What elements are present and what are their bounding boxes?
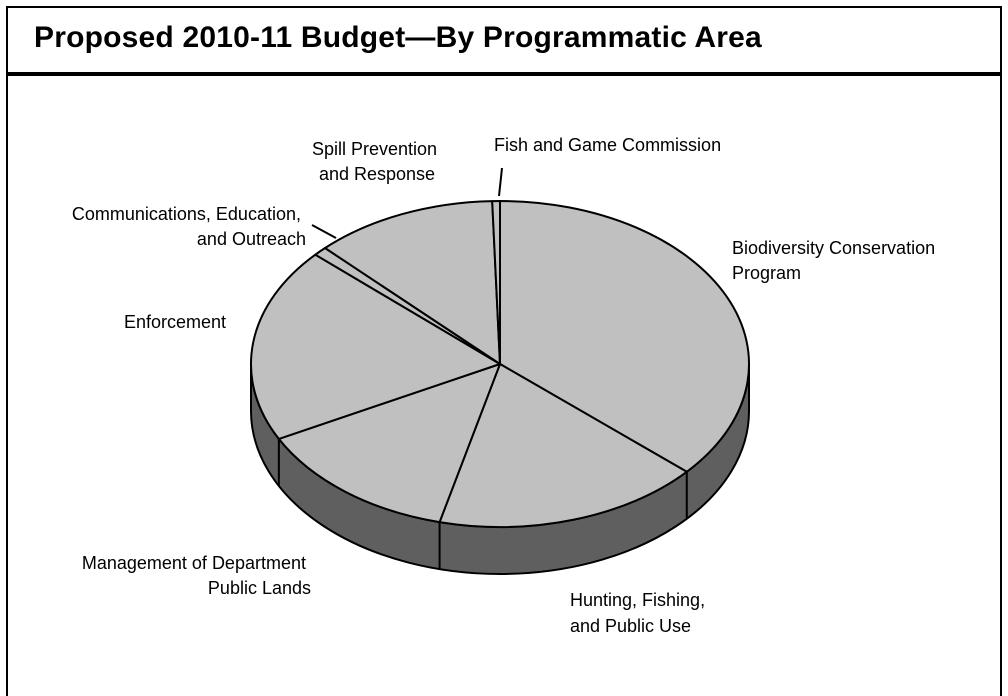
leader-line-fish-game — [498, 167, 503, 197]
chart-frame: Proposed 2010-11 Budget—By Programmatic … — [6, 6, 1002, 696]
leader-line-communications — [311, 224, 337, 239]
label-public-lands: Management of Department Public Lands — [82, 553, 311, 598]
slice-biodiversity-conservation-program — [499, 200, 750, 473]
slice-management-of-department-public-lands — [277, 363, 501, 524]
title-bar: Proposed 2010-11 Budget—By Programmatic … — [8, 8, 1000, 76]
label-enforcement: Enforcement — [124, 312, 226, 332]
pie-slices — [250, 199, 750, 528]
slice-spill-prevention-and-response — [324, 200, 501, 365]
label-fish-game: Fish and Game Commission — [494, 135, 721, 155]
leader-lines — [311, 167, 503, 239]
slice-fish-and-game-commission — [491, 199, 501, 365]
slice-labels: Biodiversity Conservation Program Huntin… — [72, 135, 940, 636]
chart-title: Proposed 2010-11 Budget—By Programmatic … — [34, 21, 762, 54]
label-spill-prevention: Spill Prevention and Response — [312, 139, 442, 184]
label-biodiversity: Biodiversity Conservation Program — [732, 238, 940, 283]
slice-hunting-fishing-and-public-use — [438, 363, 688, 528]
label-communications: Communications, Education, and Outreach — [72, 204, 306, 249]
slice-enforcement — [250, 253, 501, 440]
label-hunting-fishing: Hunting, Fishing, and Public Use — [570, 590, 710, 636]
